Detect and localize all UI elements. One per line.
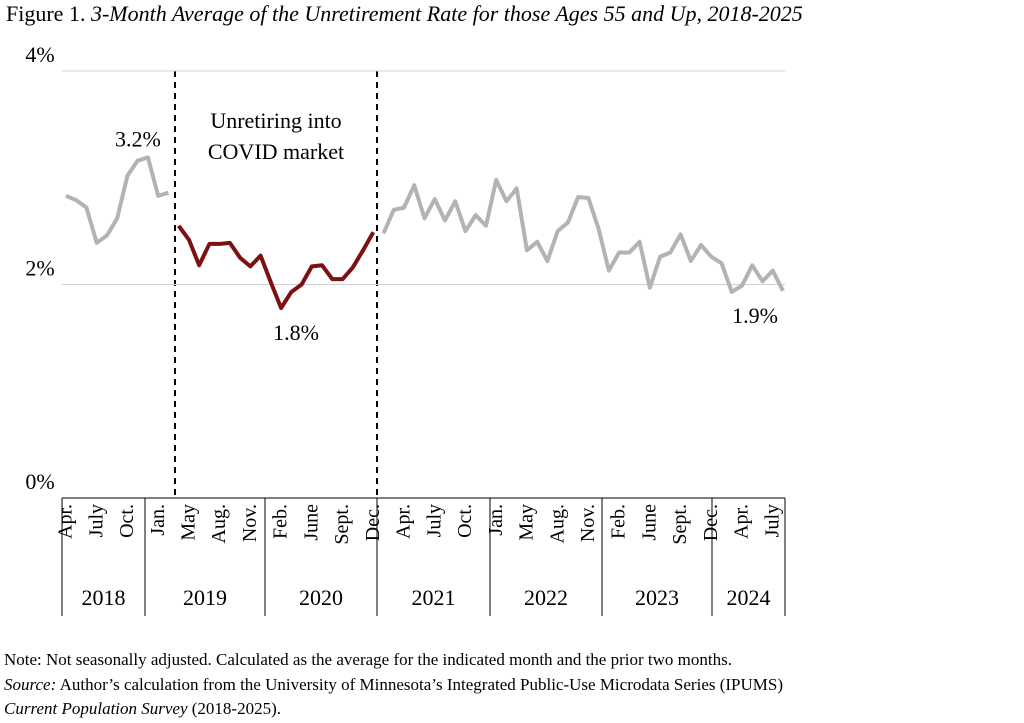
- source-title: Current Population Survey: [4, 699, 188, 718]
- note: Note: Not seasonally adjusted. Calculate…: [4, 650, 732, 669]
- x-tick-label: Sept.: [331, 504, 353, 545]
- x-tick-label: Aug.: [208, 504, 230, 543]
- x-tick-label: Nov.: [239, 504, 261, 542]
- x-tick-label: Jan.: [147, 504, 169, 536]
- source-years: (2018-2025).: [192, 699, 281, 718]
- x-tick-label: Nov.: [577, 504, 599, 542]
- x-tick-label: Aug.: [546, 504, 568, 543]
- x-tick-label: July: [423, 504, 445, 537]
- x-tick-label: June: [300, 504, 322, 541]
- figure-title: Figure 1. 3-Month Average of the Unretir…: [6, 1, 803, 26]
- x-tick-label: July: [761, 504, 783, 537]
- data-label: 1.9%: [732, 303, 778, 328]
- data-label: 3.2%: [115, 127, 161, 152]
- line-series: [65, 155, 785, 294]
- x-tick-label: May: [178, 504, 200, 541]
- figure-label: Figure 1.: [6, 1, 85, 26]
- x-tick-label: Dec.: [700, 504, 722, 541]
- source-label: Source:: [4, 675, 56, 694]
- y-tick-label: 4%: [25, 42, 54, 67]
- x-tick-label: Dec.: [362, 504, 384, 541]
- year-label: 2021: [412, 585, 456, 610]
- y-tick-label: 0%: [25, 469, 54, 494]
- x-tick-label: May: [516, 504, 538, 541]
- year-label: 2018: [82, 585, 126, 610]
- y-tick-label: 2%: [25, 256, 54, 281]
- x-tick-label: Oct.: [116, 504, 138, 538]
- x-tick-label: June: [638, 504, 660, 541]
- x-tick-label: Sept.: [669, 504, 691, 545]
- line-series: [177, 224, 376, 310]
- x-tick-label: Apr.: [55, 504, 77, 539]
- x-tick-label: Oct.: [454, 504, 476, 538]
- x-tick-label: Feb.: [270, 504, 292, 539]
- annotation: Unretiring into: [210, 108, 341, 133]
- source: Source: Author’s calculation from the Un…: [4, 675, 783, 694]
- source-text: Author’s calculation from the University…: [60, 675, 783, 694]
- annotation: COVID market: [208, 139, 344, 164]
- year-label: 2020: [299, 585, 343, 610]
- x-tick-label: Apr.: [393, 504, 415, 539]
- year-label: 2023: [635, 585, 679, 610]
- source: Current Population Survey (2018-2025).: [4, 699, 281, 718]
- x-tick-label: Apr.: [731, 504, 753, 539]
- year-label: 2019: [183, 585, 227, 610]
- x-tick-label: Feb.: [608, 504, 630, 539]
- chart-title: 3-Month Average of the Unretirement Rate…: [90, 1, 803, 26]
- x-tick-label: July: [85, 504, 107, 537]
- year-label: 2024: [727, 585, 771, 610]
- x-tick-label: Jan.: [485, 504, 507, 536]
- data-label: 1.8%: [273, 320, 319, 345]
- year-label: 2022: [524, 585, 568, 610]
